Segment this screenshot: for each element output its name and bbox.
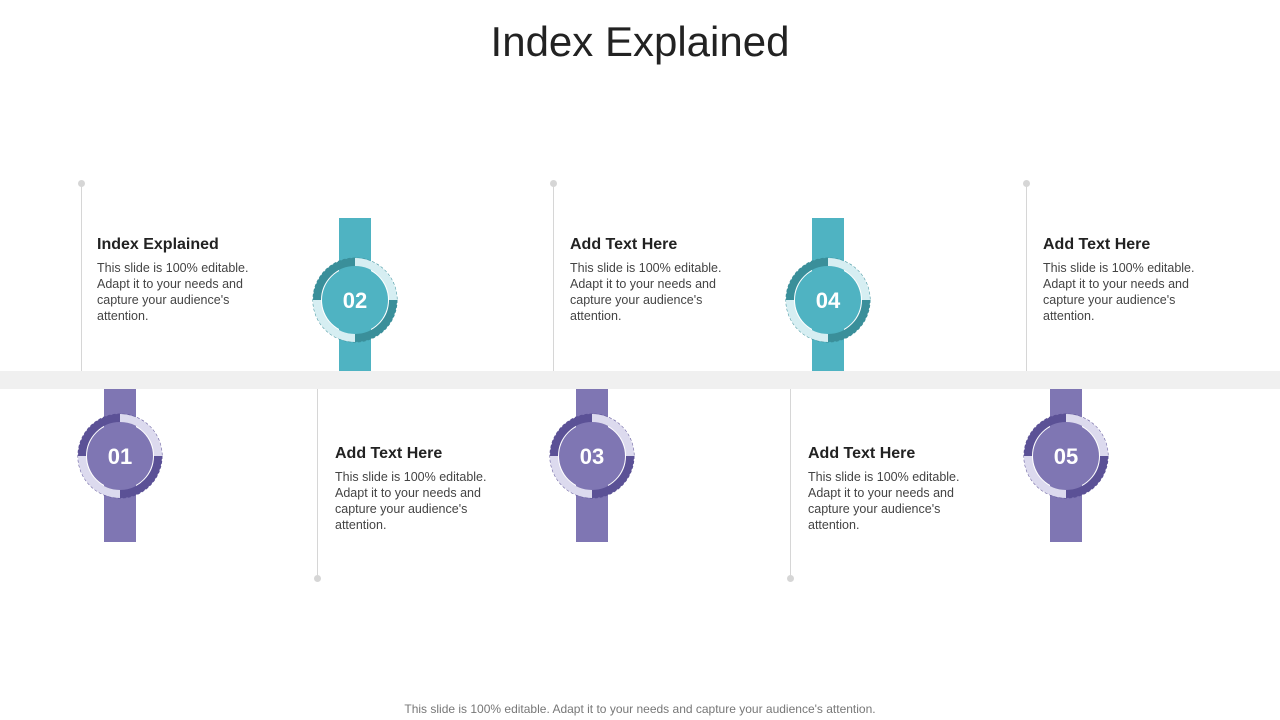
- step-title: Add Text Here: [570, 236, 678, 253]
- step-title: Add Text Here: [335, 445, 443, 462]
- step-marker: 02: [310, 255, 400, 345]
- step-text: Index Explained This slide is 100% editab…: [97, 236, 257, 324]
- connector-dot: [78, 180, 85, 187]
- step-body: This slide is 100% editable. Adapt it to…: [1043, 261, 1195, 323]
- ring-icon: 04: [785, 257, 871, 343]
- step-body: This slide is 100% editable. Adapt it to…: [335, 470, 487, 532]
- step-marker: 03: [547, 411, 637, 501]
- connector-line: [1026, 183, 1027, 371]
- step-title: Add Text Here: [808, 445, 916, 462]
- step-text: Add Text Here This slide is 100% editable…: [1043, 236, 1203, 324]
- step-marker: 04: [783, 255, 873, 345]
- ring-icon: 03: [549, 413, 635, 499]
- step-marker: 05: [1021, 411, 1111, 501]
- connector-line: [790, 389, 791, 578]
- connector-dot: [314, 575, 321, 582]
- step-number: 04: [816, 288, 841, 313]
- ring-icon: 01: [77, 413, 163, 499]
- step-number: 05: [1054, 444, 1078, 469]
- timeline-band: [0, 371, 1280, 389]
- connector-line: [317, 389, 318, 578]
- step-number: 03: [580, 444, 604, 469]
- step-text: Add Text Here This slide is 100% editable…: [808, 445, 968, 533]
- step-text: Add Text Here This slide is 100% editable…: [570, 236, 730, 324]
- step-marker: 01: [75, 411, 165, 501]
- step-body: This slide is 100% editable. Adapt it to…: [97, 261, 249, 323]
- connector-dot: [550, 180, 557, 187]
- connector-line: [553, 183, 554, 371]
- connector-line: [81, 183, 82, 371]
- step-number: 01: [108, 444, 132, 469]
- ring-icon: 02: [312, 257, 398, 343]
- step-text: Add Text Here This slide is 100% editable…: [335, 445, 495, 533]
- step-body: This slide is 100% editable. Adapt it to…: [570, 261, 722, 323]
- step-title: Index Explained: [97, 236, 219, 253]
- step-body: This slide is 100% editable. Adapt it to…: [808, 470, 960, 532]
- page-title: Index Explained: [490, 18, 790, 65]
- connector-dot: [787, 575, 794, 582]
- step-number: 02: [343, 288, 367, 313]
- ring-icon: 05: [1023, 413, 1109, 499]
- step-title: Add Text Here: [1043, 236, 1151, 253]
- connector-dot: [1023, 180, 1030, 187]
- footer-note: This slide is 100% editable. Adapt it to…: [404, 702, 876, 716]
